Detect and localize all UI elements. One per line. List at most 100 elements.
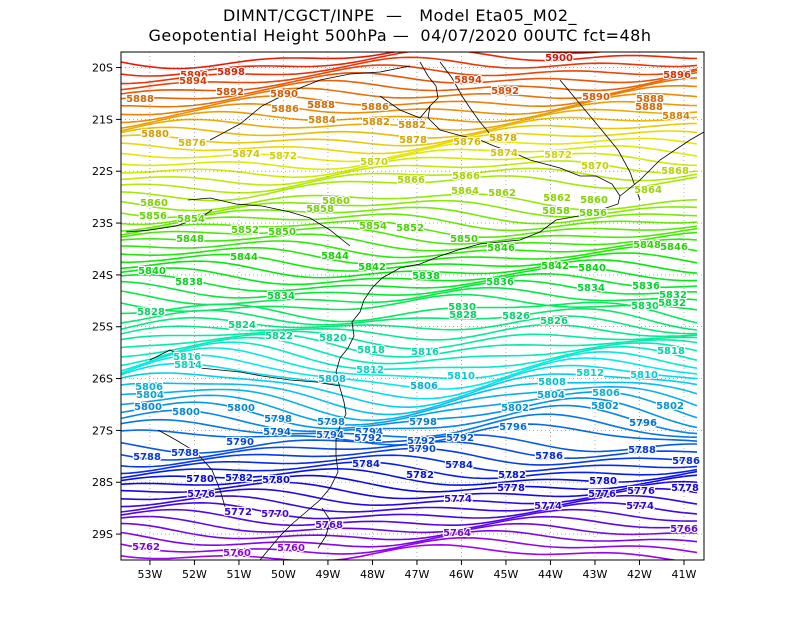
y-tick-label: 27S [92, 424, 113, 437]
contour-label: 5786 [536, 452, 564, 463]
contour-label: 5852 [396, 223, 424, 234]
contour-label: 5896 [663, 70, 691, 81]
contour-label: 5838 [412, 271, 440, 282]
contour-label: 5794 [316, 430, 344, 441]
contour-label: 5840 [578, 263, 606, 274]
contour-label: 5790 [408, 444, 436, 455]
contour-line [121, 515, 698, 534]
contour-line [121, 404, 698, 435]
contour-label: 5850 [268, 227, 296, 238]
contour-line [121, 354, 698, 390]
contour-label: 5890 [270, 89, 298, 100]
contour-line [121, 330, 698, 350]
state-border-10 [157, 429, 227, 511]
contour-label: 5884 [662, 111, 690, 122]
contour-line [121, 461, 698, 480]
contour-line [121, 226, 698, 245]
contour-label: 5856 [139, 211, 167, 222]
contour-line [121, 213, 698, 232]
contour-line [121, 145, 698, 171]
contour-line [121, 522, 698, 541]
contour-line [121, 385, 698, 422]
contour-line [121, 372, 698, 409]
contour-line [121, 529, 698, 548]
contour-line [121, 160, 698, 186]
x-tick-label: 51W [226, 568, 251, 581]
contour-line [121, 315, 698, 335]
state-border-7 [125, 209, 213, 233]
contour-label: 5810 [630, 370, 658, 381]
x-tick-label: 50W [271, 568, 296, 581]
lagoon [317, 507, 331, 549]
contour-line [121, 467, 698, 486]
contour-label: 5842 [541, 261, 569, 272]
contour-label: 5832 [658, 298, 686, 309]
contour-label: 5766 [670, 524, 698, 535]
contour-label: 5842 [358, 262, 386, 273]
x-tick-label: 41W [672, 568, 697, 581]
contour-label: 5830 [448, 302, 476, 313]
contour-label: 5822 [266, 332, 294, 343]
contour-label: 5868 [661, 166, 689, 177]
y-tick-label: 26S [92, 373, 113, 386]
contour-label: 5860 [140, 198, 168, 209]
contour-line [121, 77, 698, 108]
contour-line [121, 487, 698, 507]
contour-label: 5784 [352, 459, 380, 470]
contour-label: 5850 [450, 234, 478, 245]
contour-label: 5796 [499, 422, 527, 433]
contour-label: 5840 [138, 266, 166, 277]
contour-line [121, 336, 698, 365]
contour-label: 5782 [498, 470, 526, 481]
contour-label: 5786 [535, 451, 563, 462]
contour-line [121, 259, 698, 279]
contour-line [121, 494, 698, 513]
contour-label: 5862 [488, 188, 516, 199]
contour-line [121, 137, 698, 163]
contour-label: 5826 [540, 316, 568, 327]
contour-label: 5846 [660, 242, 688, 253]
contour-label: 5804 [136, 390, 164, 401]
contour-line [121, 323, 698, 341]
contour-label: 5788 [133, 452, 161, 463]
contour-label: 5886 [271, 104, 299, 115]
x-tick-label: 43W [583, 568, 608, 581]
contour-label: 5776 [627, 486, 655, 497]
contour-label: 5784 [445, 460, 473, 471]
contour-line [121, 543, 680, 560]
contour-line [121, 301, 698, 324]
contour-label: 5800 [172, 407, 200, 418]
contour-line [121, 100, 698, 129]
contour-label: 5834 [267, 291, 295, 302]
state-border-1 [439, 61, 491, 135]
contour-line [121, 347, 698, 380]
contour-label: 5802 [656, 401, 684, 412]
contour-line [121, 279, 698, 299]
contour-label: 5828 [449, 310, 477, 321]
contour-label: 5900 [545, 53, 573, 64]
state-border-3 [619, 131, 704, 197]
title-line-2: Geopotential Height 500hPa — 04/07/2020 … [148, 26, 652, 45]
coastline-borders [125, 61, 704, 560]
contour-label: 5844 [321, 251, 349, 262]
contour-label: 5864 [634, 185, 662, 196]
contour-label: 5858 [306, 204, 334, 215]
contour-label: 5776 [588, 489, 616, 500]
contour-line [121, 52, 607, 70]
contour-label: 5854 [177, 214, 205, 225]
y-tick-label: 29S [92, 528, 113, 541]
contour-line [121, 333, 698, 358]
contour-label: 5780 [262, 475, 290, 486]
contour-label: 5880 [142, 130, 170, 141]
contour-line [121, 108, 698, 132]
contour-label: 5792 [354, 433, 382, 444]
contour-label: 5774 [534, 501, 562, 512]
contour-line [121, 231, 698, 252]
contour-line [121, 69, 698, 95]
contour-line [121, 413, 698, 439]
contour-label: 5820 [320, 334, 348, 345]
contour-label: 5764 [443, 528, 471, 539]
contour-label: 5874 [232, 149, 260, 160]
contour-line [121, 536, 698, 555]
contour-label: 5848 [176, 234, 204, 245]
